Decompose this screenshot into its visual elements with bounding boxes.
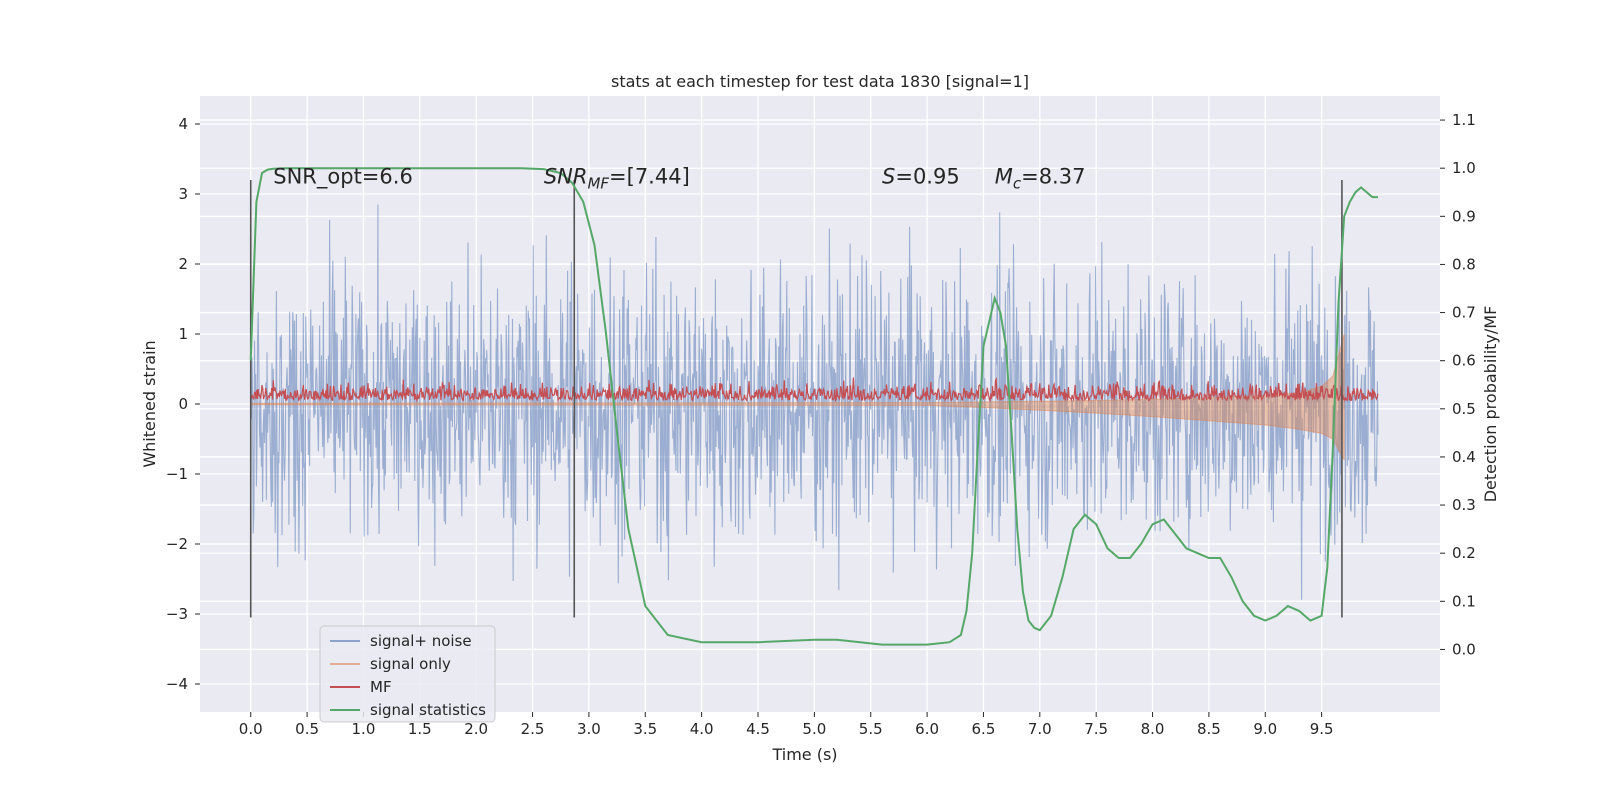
x-tick-label: 0.0: [239, 720, 263, 738]
x-tick-label: 9.5: [1310, 720, 1334, 738]
mf-line: [250, 376, 1379, 403]
x-tick-label: 7.0: [1028, 720, 1052, 738]
legend-label-signal-statistics: signal statistics: [370, 701, 486, 719]
annotation: Mc=8.37: [995, 165, 1086, 193]
y-tick-label: 3: [178, 185, 188, 203]
y2-axis-label: Detection probability/MF: [1481, 306, 1500, 503]
y2-tick-label: 0.2: [1452, 544, 1476, 562]
legend-label-signal-only: signal only: [370, 655, 451, 673]
annotation: SNR_opt=6.6: [273, 165, 413, 190]
y2-tick-label: 0.9: [1452, 207, 1476, 225]
x-tick-label: 6.5: [972, 720, 996, 738]
series-signal-statistics: [249, 167, 1378, 646]
x-tick-label: 4.5: [746, 720, 770, 738]
y2-axis-ticks: 0.0 0.1 0.2 0.3 0.4 0.5 0.6 0.7 0.8 0.9 1.0 1.1: [1440, 111, 1476, 658]
x-tick-label: 7.5: [1084, 720, 1108, 738]
chart-title: stats at each timestep for test data 183…: [611, 72, 1029, 91]
signal-only-envelope: [250, 333, 1345, 461]
y-tick-label: −4: [166, 675, 188, 693]
x-tick-label: 1.0: [352, 720, 376, 738]
annotations: SNR_opt=6.6 SNRMF=[7.44] S=0.95 Mc=8.37: [273, 165, 1085, 193]
y2-tick-label: 1.0: [1452, 159, 1476, 177]
y2-tick-label: 0.0: [1452, 640, 1476, 658]
legend: signal+ noise signal only MF signal stat…: [319, 625, 496, 723]
legend-label-signal-noise: signal+ noise: [370, 632, 472, 650]
y-tick-label: −2: [166, 535, 188, 553]
y-tick-label: −1: [166, 465, 188, 483]
signal-noise-line: [250, 204, 1379, 600]
x-tick-label: 8.0: [1141, 720, 1165, 738]
x-tick-label: 1.5: [408, 720, 432, 738]
series-signal-noise: [250, 204, 1379, 600]
series-mf: [250, 376, 1379, 403]
y2-tick-label: 0.5: [1452, 400, 1476, 418]
x-tick-label: 6.0: [915, 720, 939, 738]
y-tick-label: 1: [178, 325, 188, 343]
x-tick-label: 4.0: [690, 720, 714, 738]
signal-statistics-line: [249, 167, 1378, 646]
series-signal-only: [250, 333, 1345, 461]
y2-tick-label: 0.6: [1452, 352, 1476, 370]
annotation: S=0.95: [882, 165, 960, 189]
x-tick-label: 9.0: [1253, 720, 1277, 738]
x-tick-label: 2.5: [521, 720, 545, 738]
y2-tick-label: 0.3: [1452, 496, 1476, 514]
x-tick-label: 8.5: [1197, 720, 1221, 738]
x-axis-ticks: 0.0 0.5 1.0 1.5 2.0 2.5 3.0 3.5 4.0 4.5 5.0 5.5 6.0 6…: [239, 712, 1334, 738]
x-axis-label: Time (s): [771, 745, 837, 764]
x-tick-label: 2.0: [464, 720, 488, 738]
y-axis-label: Whitened strain: [140, 340, 159, 467]
y-tick-label: 4: [178, 115, 188, 133]
x-tick-label: 5.0: [802, 720, 826, 738]
y-tick-label: −3: [166, 605, 188, 623]
y2-tick-label: 0.4: [1452, 448, 1476, 466]
annotation: SNRMF=[7.44]: [544, 165, 690, 193]
y-tick-label: 2: [178, 255, 188, 273]
x-tick-label: 5.5: [859, 720, 883, 738]
legend-box: [319, 625, 496, 723]
y-axis-ticks: −4 −3 −2 −1 0 1 2 3 4: [166, 115, 200, 693]
y2-tick-label: 0.7: [1452, 304, 1476, 322]
y-tick-label: 0: [178, 395, 188, 413]
x-tick-label: 3.5: [633, 720, 657, 738]
y2-tick-label: 1.1: [1452, 111, 1476, 129]
x-tick-label: 3.0: [577, 720, 601, 738]
legend-label-mf: MF: [370, 678, 392, 696]
x-tick-label: 0.5: [295, 720, 319, 738]
y2-tick-label: 0.8: [1452, 255, 1476, 273]
y2-tick-label: 0.1: [1452, 592, 1476, 610]
